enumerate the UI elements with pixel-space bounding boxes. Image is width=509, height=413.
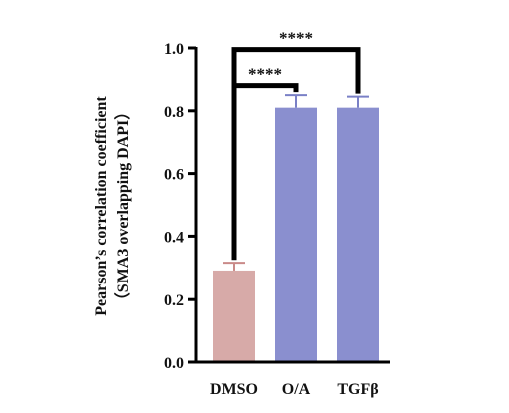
axes — [194, 47, 390, 364]
significance-brackets: **** **** — [231, 29, 361, 261]
bar-tgf — [337, 107, 379, 362]
y-axis-label-line1: Pearson’s correlation coefficient — [93, 96, 110, 316]
y-tick-label: 1.0 — [164, 41, 184, 58]
y-tick-label: 0.0 — [164, 355, 184, 372]
bar-oa — [275, 107, 317, 362]
x-category-label: TGFβ — [337, 381, 378, 398]
x-category-label: DMSO — [210, 381, 258, 398]
y-axis-ticks: 0.0 0.2 0.4 0.6 0.8 1.0 — [164, 41, 196, 372]
significance-bracket — [231, 47, 361, 261]
y-axis-label: Pearson’s correlation coefficient （SMA3 … — [93, 96, 132, 316]
x-axis-categories: DMSO O/A TGFβ — [210, 381, 379, 398]
y-tick-label: 0.2 — [164, 292, 184, 309]
significance-label: **** — [279, 29, 313, 48]
y-axis-label-line2: （SMA3 overlapping DAPI） — [114, 104, 132, 308]
y-tick-label: 0.6 — [164, 167, 184, 184]
bar-dmso — [213, 270, 255, 362]
bars — [213, 94, 379, 362]
y-tick-label: 0.4 — [164, 229, 184, 246]
x-category-label: O/A — [282, 381, 311, 398]
significance-label: **** — [248, 65, 282, 84]
y-tick-label: 0.8 — [164, 104, 184, 121]
